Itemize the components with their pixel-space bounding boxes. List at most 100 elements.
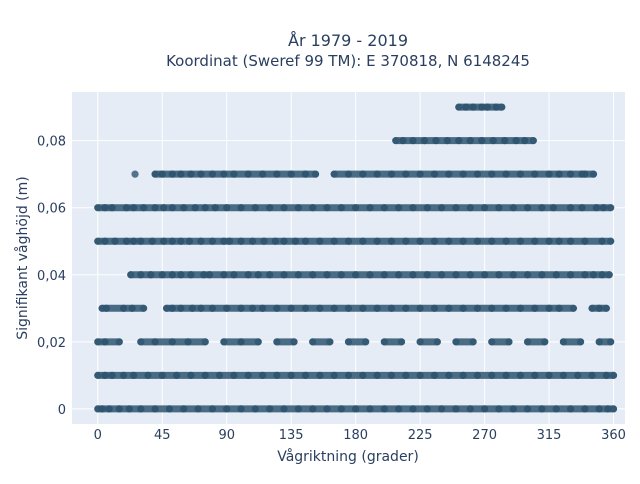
data-point	[188, 304, 196, 312]
y-tick-label: 0,02	[37, 336, 66, 351]
data-point	[101, 338, 109, 346]
data-point	[344, 170, 353, 178]
data-point	[416, 371, 424, 379]
data-point	[605, 271, 613, 279]
data-point	[481, 405, 489, 413]
data-point	[521, 137, 529, 145]
data-point	[119, 304, 128, 312]
data-point	[469, 103, 477, 111]
data-point	[101, 371, 109, 379]
data-point	[309, 204, 317, 212]
data-point	[366, 204, 374, 212]
data-point	[359, 304, 367, 312]
data-point	[502, 371, 510, 379]
data-point	[402, 170, 410, 178]
data-point	[538, 271, 546, 279]
data-point	[509, 204, 517, 212]
data-point	[430, 237, 439, 245]
data-point	[588, 371, 596, 379]
data-point	[177, 304, 185, 312]
chart-subtitle: Koordinat (Sweref 99 TM): E 370818, N 61…	[166, 52, 530, 70]
data-point	[337, 204, 345, 212]
data-point	[165, 405, 174, 413]
data-point	[280, 237, 288, 245]
data-point	[501, 137, 509, 145]
data-point	[409, 137, 417, 145]
data-point	[581, 271, 589, 279]
data-point	[111, 237, 119, 245]
data-point	[191, 204, 199, 212]
data-point	[131, 170, 139, 178]
x-tick-label: 135	[279, 428, 304, 443]
data-point	[387, 304, 396, 312]
data-point	[223, 304, 231, 312]
data-point	[291, 237, 300, 245]
data-point	[244, 170, 252, 178]
data-point	[445, 304, 453, 312]
data-point	[387, 371, 396, 379]
data-point	[271, 237, 280, 245]
data-point	[94, 338, 102, 346]
data-point	[462, 103, 470, 111]
data-point	[516, 371, 525, 379]
data-point	[294, 405, 302, 413]
data-point	[237, 338, 245, 346]
data-point	[559, 338, 567, 346]
data-point	[359, 237, 367, 245]
data-point	[344, 338, 353, 346]
data-point	[416, 237, 424, 245]
data-point	[140, 204, 148, 212]
data-point	[94, 237, 102, 245]
data-point	[168, 271, 176, 279]
data-point	[119, 371, 128, 379]
x-tick-label: 90	[218, 428, 235, 443]
data-point	[266, 271, 274, 279]
data-point	[280, 405, 288, 413]
data-point	[523, 338, 532, 346]
data-point	[162, 304, 171, 312]
data-point	[197, 170, 205, 178]
data-point	[452, 405, 460, 413]
data-point	[366, 405, 374, 413]
data-point	[488, 304, 496, 312]
data-point	[466, 137, 474, 145]
data-point	[309, 405, 317, 413]
data-point	[409, 271, 417, 279]
data-point	[248, 237, 257, 245]
data-point	[538, 405, 546, 413]
data-point	[523, 204, 532, 212]
data-point	[326, 338, 334, 346]
data-point	[105, 405, 113, 413]
data-point	[344, 237, 353, 245]
data-point	[122, 237, 131, 245]
data-point	[581, 405, 589, 413]
data-point	[273, 371, 281, 379]
x-tick-label: 360	[601, 428, 626, 443]
data-point	[290, 338, 298, 346]
y-tick-label: 0,06	[37, 202, 66, 217]
data-point	[395, 271, 403, 279]
data-point	[220, 237, 228, 245]
data-point	[392, 137, 400, 145]
data-point	[466, 405, 474, 413]
data-point	[552, 405, 560, 413]
y-tick-label: 0,04	[37, 269, 66, 284]
data-point	[423, 405, 431, 413]
data-point	[287, 170, 295, 178]
data-point	[294, 204, 302, 212]
data-point	[445, 237, 453, 245]
data-point	[466, 204, 474, 212]
data-point	[552, 271, 560, 279]
data-point	[505, 338, 513, 346]
data-point	[344, 371, 353, 379]
data-point	[230, 371, 238, 379]
data-point	[466, 271, 474, 279]
data-point	[237, 204, 245, 212]
data-point	[168, 204, 176, 212]
data-point	[160, 204, 168, 212]
data-point	[362, 338, 370, 346]
data-point	[581, 170, 589, 178]
data-point	[180, 405, 188, 413]
data-point	[430, 371, 439, 379]
data-point	[574, 371, 582, 379]
